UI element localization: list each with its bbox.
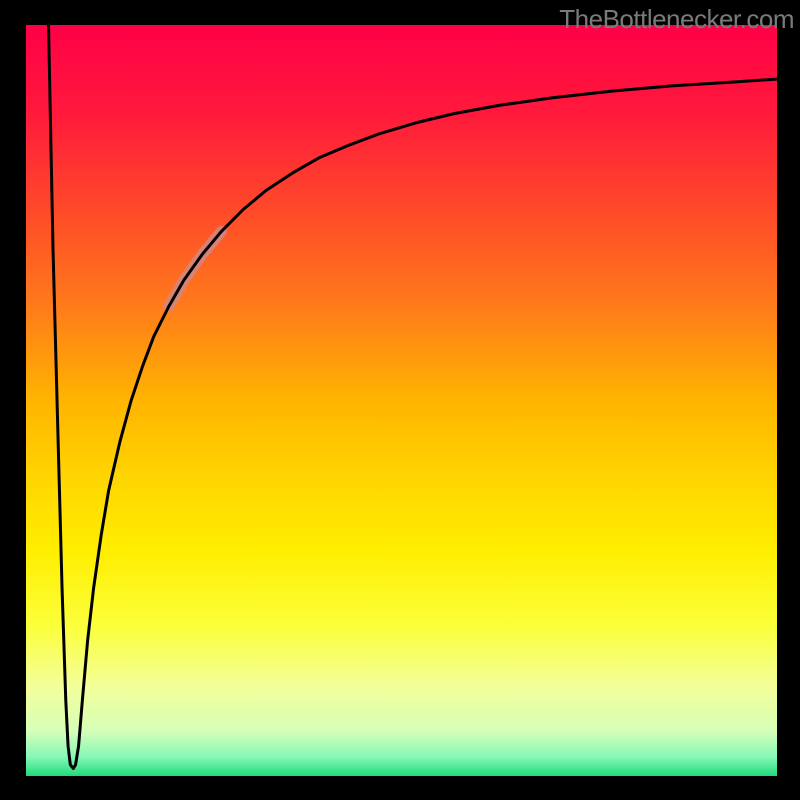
chart-container: TheBottlenecker.com bbox=[0, 0, 800, 800]
plot-background bbox=[26, 25, 777, 776]
watermark-text: TheBottlenecker.com bbox=[559, 4, 794, 35]
plot-svg bbox=[0, 0, 800, 800]
